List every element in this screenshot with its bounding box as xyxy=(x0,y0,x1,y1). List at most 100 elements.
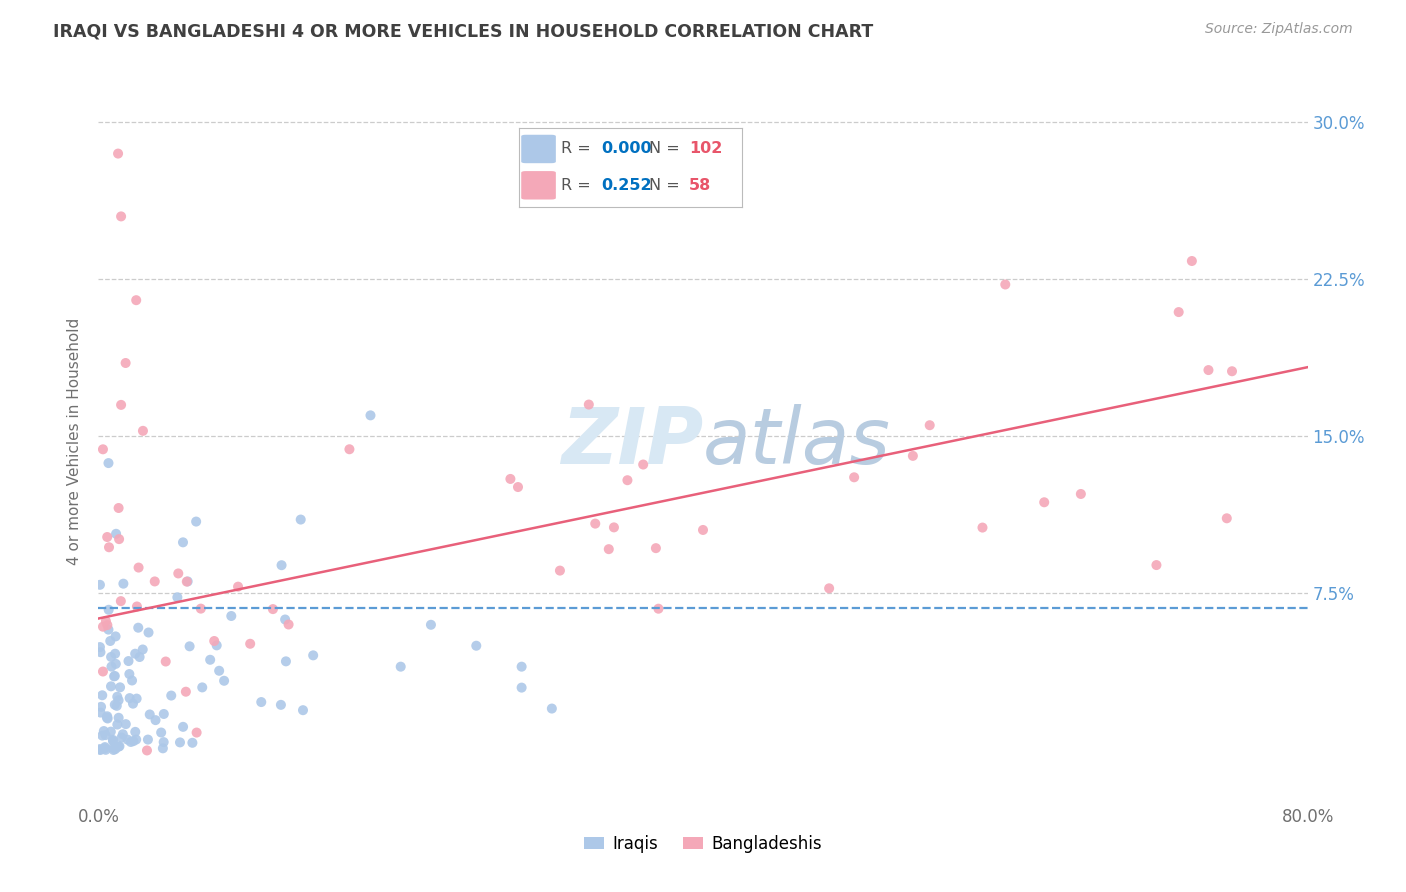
Point xyxy=(198,653,221,667)
Point xyxy=(212,673,235,688)
Point xyxy=(191,681,214,695)
Point xyxy=(339,442,361,457)
Text: 0.000: 0.000 xyxy=(602,142,652,156)
Point xyxy=(145,713,167,727)
Point xyxy=(104,698,127,712)
Point xyxy=(89,742,111,756)
Point xyxy=(107,693,129,707)
Point xyxy=(226,580,249,594)
Point xyxy=(120,735,142,749)
Point xyxy=(125,732,148,747)
Point xyxy=(89,743,111,757)
Point xyxy=(153,706,176,721)
Point xyxy=(152,741,174,756)
Point xyxy=(96,711,118,725)
Point xyxy=(91,729,114,743)
Point xyxy=(125,691,148,706)
Point xyxy=(548,564,571,578)
Point xyxy=(138,625,160,640)
Point xyxy=(132,642,155,657)
Point xyxy=(108,739,131,754)
Point xyxy=(89,640,111,654)
Point xyxy=(114,356,136,370)
Point xyxy=(107,146,129,161)
Point xyxy=(844,470,866,484)
Point xyxy=(104,742,127,756)
Text: 102: 102 xyxy=(689,142,723,156)
Point xyxy=(103,669,125,683)
Point xyxy=(94,728,117,742)
FancyBboxPatch shape xyxy=(522,135,555,163)
Point xyxy=(91,442,114,457)
Point xyxy=(128,560,150,574)
Point xyxy=(96,530,118,544)
Point xyxy=(103,743,125,757)
Point xyxy=(221,609,243,624)
Point xyxy=(110,731,132,745)
Point xyxy=(692,523,714,537)
Point xyxy=(176,574,198,589)
Point xyxy=(1220,364,1243,378)
Point xyxy=(277,617,299,632)
Point xyxy=(291,703,314,717)
Point xyxy=(97,711,120,725)
Point xyxy=(89,645,111,659)
Point xyxy=(122,697,145,711)
Point xyxy=(114,717,136,731)
Text: R =: R = xyxy=(561,142,591,156)
Point xyxy=(108,681,131,695)
Point xyxy=(117,732,139,747)
Point xyxy=(93,724,115,739)
Point xyxy=(360,409,382,423)
Point xyxy=(96,709,118,723)
Point xyxy=(1033,495,1056,509)
Point xyxy=(616,473,638,487)
Point xyxy=(110,210,132,224)
Point xyxy=(104,657,127,671)
Point xyxy=(202,634,225,648)
Point xyxy=(302,648,325,663)
Point xyxy=(994,277,1017,292)
Point xyxy=(186,515,208,529)
Point xyxy=(540,701,562,715)
Point xyxy=(818,582,841,596)
Point xyxy=(598,542,620,557)
Point xyxy=(420,617,443,632)
Point xyxy=(143,574,166,589)
Text: N =: N = xyxy=(648,178,679,193)
Point xyxy=(1181,254,1204,268)
Legend: Iraqis, Bangladeshis: Iraqis, Bangladeshis xyxy=(578,828,828,860)
Point xyxy=(103,740,125,755)
Point xyxy=(506,480,529,494)
Point xyxy=(128,650,150,665)
Point xyxy=(105,717,128,731)
Point xyxy=(136,732,159,747)
Point xyxy=(91,688,114,702)
Point xyxy=(918,418,941,433)
Point xyxy=(208,664,231,678)
Point xyxy=(124,647,146,661)
Point xyxy=(190,601,212,615)
Point xyxy=(91,665,114,679)
Point xyxy=(110,594,132,608)
Point xyxy=(104,629,127,643)
Point xyxy=(270,698,292,712)
Point xyxy=(118,691,141,706)
Point xyxy=(160,689,183,703)
Point xyxy=(121,673,143,688)
Point xyxy=(89,578,111,592)
Point xyxy=(132,424,155,438)
Text: atlas: atlas xyxy=(703,403,891,480)
Point xyxy=(972,520,994,534)
Point xyxy=(104,669,127,683)
Text: N =: N = xyxy=(648,142,679,156)
Point xyxy=(152,735,174,749)
Point xyxy=(94,740,117,755)
Point xyxy=(97,623,120,637)
Point xyxy=(1167,305,1189,319)
Point xyxy=(101,732,124,747)
Point xyxy=(172,720,194,734)
Point xyxy=(100,649,122,664)
Point xyxy=(98,541,121,555)
Point xyxy=(122,734,145,748)
